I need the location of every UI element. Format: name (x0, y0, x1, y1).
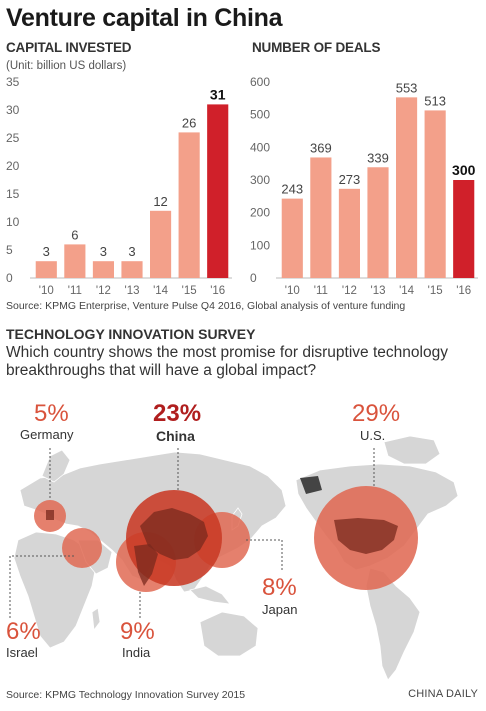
bar (207, 104, 229, 279)
bar (281, 198, 303, 278)
germany-label: Germany (20, 427, 74, 442)
israel-leader (9, 555, 74, 618)
x-tick-label: '11 (314, 285, 328, 297)
germany-percent: 5% (34, 400, 69, 427)
israel-percent: 6% (6, 618, 41, 645)
y-tick-label: 100 (250, 238, 270, 252)
source-note-funding: Source: KPMG Enterprise, Venture Pulse Q… (6, 300, 406, 312)
y-tick-label: 25 (6, 131, 20, 145)
bar (453, 180, 475, 278)
china-percent: 23% (153, 400, 202, 427)
x-tick-label: '14 (153, 285, 169, 297)
capital-invested-chart: 0 5 10 15 20 25 30 35 3 '10 6 '11 3 '12 3 '13 12 '14 26 '15… (6, 75, 232, 297)
survey-question: Which country shows the most promise for… (6, 344, 448, 379)
y-tick-label: 35 (6, 75, 20, 89)
y-tick-label: 0 (250, 271, 257, 285)
bar-value-label: 3 (43, 244, 50, 259)
india-label: India (122, 645, 151, 660)
alaska-region (300, 476, 322, 494)
y-tick-label: 200 (250, 206, 270, 220)
bar (338, 188, 360, 278)
bar-value-label: 553 (396, 80, 418, 95)
x-tick-label: '13 (125, 285, 140, 297)
bar (396, 97, 418, 278)
number-of-deals-chart: 0 100 200 300 400 500 600 243 '10 369 '11 273 '12 339… (250, 75, 478, 297)
y-tick-label: 15 (6, 187, 20, 201)
y-tick-label: 10 (6, 215, 20, 229)
bar-value-label: 3 (100, 244, 107, 259)
publisher-credit: CHINA DAILY (408, 688, 478, 700)
leader-lines (9, 448, 375, 618)
bar-value-label: 339 (367, 150, 389, 165)
y-tick-label: 600 (250, 75, 270, 89)
madagascar-landmass (91, 607, 101, 632)
china-label: China (156, 428, 195, 444)
israel-label: Israel (6, 645, 38, 660)
capital-chart-title: CAPITAL INVESTED (6, 40, 132, 55)
bar-value-label: 300 (452, 162, 476, 178)
se-asia-islands (189, 585, 231, 605)
israel-bubble (62, 528, 102, 568)
y-tick-label: 300 (250, 173, 270, 187)
x-tick-label: '11 (68, 285, 82, 297)
capital-chart-unit: (Unit: billion US dollars) (6, 60, 127, 72)
bar-value-label: 3 (128, 244, 135, 259)
china-country-shape (140, 508, 208, 560)
us-percent: 29% (352, 400, 401, 427)
us-label: U.S. (360, 428, 386, 443)
bar (35, 261, 57, 278)
bar-value-label: 31 (210, 86, 226, 102)
bar (310, 157, 332, 278)
south-america-landmass (365, 567, 421, 681)
x-tick-label: '12 (342, 285, 357, 297)
japan-leader (246, 539, 283, 570)
x-tick-label: '16 (456, 285, 471, 297)
bar (121, 261, 143, 278)
japan-label: Japan (262, 602, 298, 617)
bar (150, 210, 172, 278)
x-tick-label: '12 (96, 285, 111, 297)
y-tick-label: 20 (6, 159, 20, 173)
japan-percent: 8% (262, 574, 297, 601)
bar-value-label: 243 (281, 182, 303, 197)
india-percent: 9% (120, 618, 155, 645)
bar-value-label: 513 (424, 93, 446, 108)
world-map (9, 435, 459, 681)
bar-value-label: 26 (182, 115, 196, 130)
bar (92, 261, 114, 278)
page-title: Venture capital in China (6, 4, 283, 32)
bar (424, 110, 446, 278)
y-tick-label: 400 (250, 140, 270, 154)
us-country-shape (334, 518, 398, 554)
deals-chart-title: NUMBER OF DEALS (252, 40, 381, 55)
india-country-shape (134, 544, 158, 586)
bar (64, 244, 86, 278)
germany-country-shape (46, 510, 54, 520)
bar (178, 132, 200, 278)
x-tick-label: '10 (39, 285, 54, 297)
x-tick-label: '10 (285, 285, 300, 297)
bar (367, 167, 389, 278)
x-tick-label: '15 (428, 285, 443, 297)
source-note-survey: Source: KPMG Technology Innovation Surve… (6, 689, 246, 701)
x-tick-label: '13 (371, 285, 386, 297)
survey-heading: TECHNOLOGY INNOVATION SURVEY (6, 326, 256, 342)
bar-value-label: 6 (71, 227, 78, 242)
greenland-landmass (383, 435, 441, 465)
x-tick-label: '14 (399, 285, 415, 297)
y-tick-label: 30 (6, 103, 20, 117)
y-tick-label: 0 (6, 271, 13, 285)
bar-value-label: 273 (339, 172, 361, 187)
australia-landmass (199, 611, 259, 657)
bar-value-label: 369 (310, 140, 332, 155)
x-tick-label: '15 (182, 285, 197, 297)
y-tick-label: 500 (250, 108, 270, 122)
x-tick-label: '16 (210, 285, 225, 297)
bar-value-label: 12 (153, 194, 167, 209)
y-tick-label: 5 (6, 243, 13, 257)
